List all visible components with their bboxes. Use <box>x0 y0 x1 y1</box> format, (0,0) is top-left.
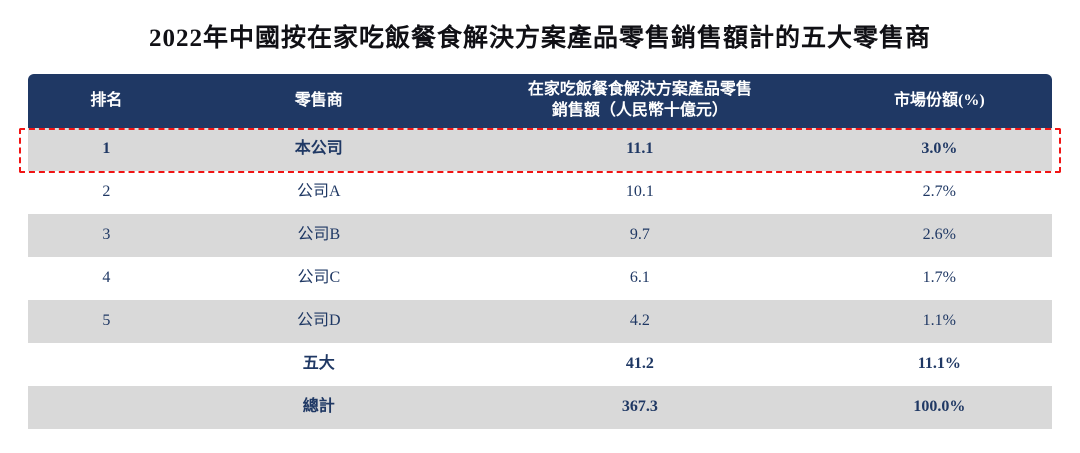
cell-sales: 11.1 <box>626 140 654 158</box>
cell-share: 3.0% <box>921 140 958 158</box>
cell-share: 2.7% <box>922 183 956 201</box>
cell-sales: 9.7 <box>629 226 650 244</box>
cell-sales: 6.1 <box>629 269 650 287</box>
cell-rank: 2 <box>102 183 111 201</box>
cell-rank: 3 <box>102 226 111 244</box>
table-row-company-b: 3 公司B 9.7 2.6% <box>28 214 1052 257</box>
cell-retailer: 五大 <box>302 355 335 373</box>
cell-share: 100.0% <box>913 398 966 416</box>
header-share: 市場份額(%) <box>827 74 1052 128</box>
top-retailers-table: 排名 零售商 在家吃飯餐食解決方案產品零售銷售額（人民幣十億元） 市場份額(%)… <box>19 74 1061 429</box>
cell-share: 11.1% <box>917 355 961 373</box>
header-sales-label: 在家吃飯餐食解決方案產品零售銷售額（人民幣十億元） <box>527 81 752 119</box>
cell-rank <box>28 343 185 386</box>
table-title: 2022年中國按在家吃飯餐食解決方案產品零售銷售額計的五大零售商 <box>148 25 931 52</box>
table-row-our-company: 1 本公司 11.1 3.0% <box>19 128 1061 173</box>
header-retailer-label: 零售商 <box>294 91 343 109</box>
header-retailer: 零售商 <box>185 74 453 128</box>
header-rank-label: 排名 <box>90 91 123 109</box>
cell-share: 1.1% <box>922 312 956 330</box>
cell-sales: 367.3 <box>621 398 658 416</box>
cell-retailer: 本公司 <box>294 140 343 158</box>
cell-sales: 10.1 <box>625 183 654 201</box>
cell-retailer: 總計 <box>302 398 335 416</box>
cell-rank <box>28 386 185 429</box>
cell-rank: 5 <box>102 312 111 330</box>
table-row-company-d: 5 公司D 4.2 1.1% <box>28 300 1052 343</box>
cell-sales: 4.2 <box>629 312 650 330</box>
cell-share: 2.6% <box>922 226 956 244</box>
cell-retailer: 公司B <box>297 226 341 244</box>
table-header-row: 排名 零售商 在家吃飯餐食解決方案產品零售銷售額（人民幣十億元） 市場份額(%) <box>28 74 1052 128</box>
header-share-label: 市場份額(%) <box>894 91 985 109</box>
header-rank: 排名 <box>28 74 185 128</box>
table-row-company-c: 4 公司C 6.1 1.7% <box>28 257 1052 300</box>
table-row-top-five: 五大 41.2 11.1% <box>28 343 1052 386</box>
cell-retailer: 公司A <box>297 183 341 201</box>
cell-sales: 41.2 <box>625 355 654 373</box>
cell-share: 1.7% <box>922 269 956 287</box>
table-row-total: 總計 367.3 100.0% <box>28 386 1052 429</box>
header-sales: 在家吃飯餐食解決方案產品零售銷售額（人民幣十億元） <box>453 74 827 128</box>
cell-rank: 1 <box>102 140 111 158</box>
cell-rank: 4 <box>102 269 111 287</box>
cell-retailer: 公司D <box>297 312 341 330</box>
table-row-company-a: 2 公司A 10.1 2.7% <box>28 171 1052 214</box>
cell-retailer: 公司C <box>297 269 341 287</box>
